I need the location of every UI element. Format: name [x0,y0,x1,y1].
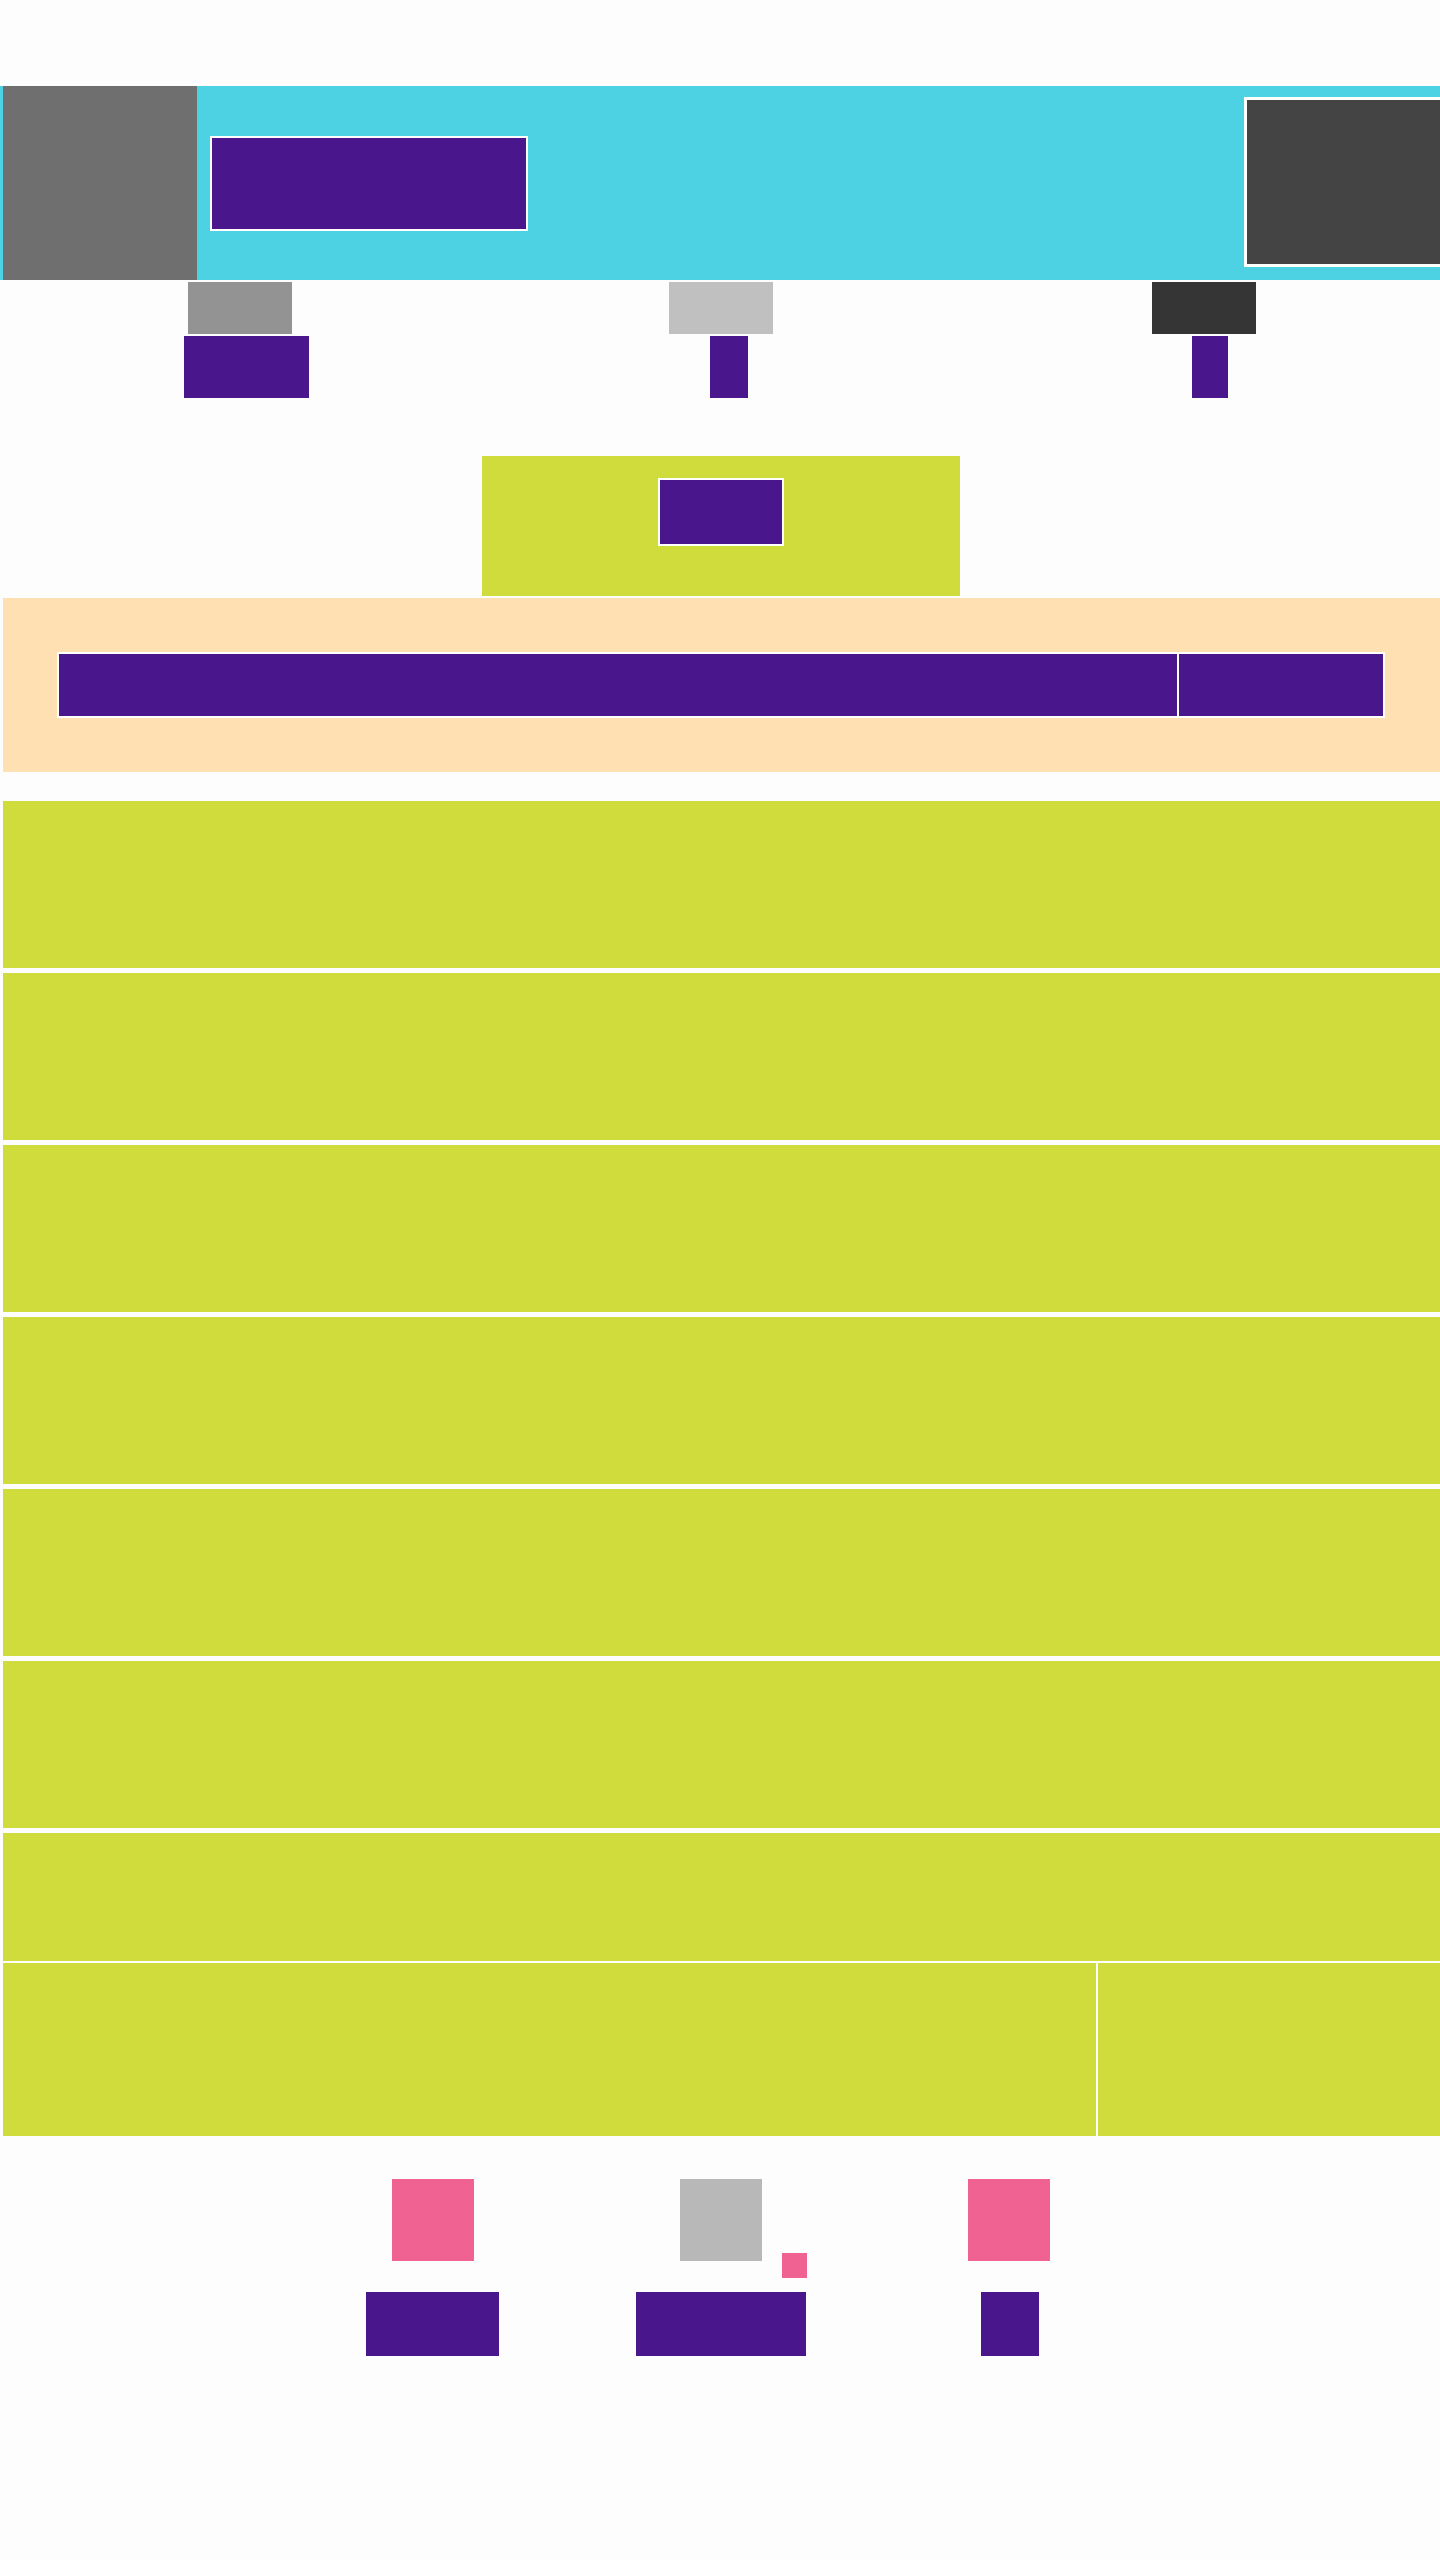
bottom-nav-label-3 [981,2292,1039,2356]
header-title [210,136,528,231]
tab-icon-3 [968,2179,1050,2261]
feature-button[interactable] [658,478,784,546]
banner-action-button[interactable] [1177,652,1385,718]
nav-label-1 [184,336,309,398]
split-card-left[interactable] [3,1963,1096,2136]
bottom-nav-label-1 [366,2292,499,2356]
split-card-right[interactable] [1098,1963,1440,2136]
list-item[interactable] [3,1317,1440,1484]
bottom-nav-item-1[interactable] [360,2175,510,2360]
list-item[interactable] [3,1489,1440,1656]
nav-icon-3 [1152,282,1256,334]
notification-badge [782,2253,807,2278]
list-item[interactable] [3,1145,1440,1312]
list-item[interactable] [3,1661,1440,1828]
nav-item-3[interactable] [1140,280,1280,400]
nav-icon-2 [669,282,773,334]
bottom-nav-item-2[interactable] [630,2175,820,2360]
list-item[interactable] [3,801,1440,968]
banner-message [57,652,1179,718]
nav-label-3 [1192,336,1228,398]
menu-icon[interactable] [3,86,197,280]
nav-label-2 [710,336,748,398]
list-item[interactable] [3,1833,1440,1961]
bottom-nav-item-3[interactable] [940,2175,1090,2360]
profile-icon[interactable] [1244,97,1440,267]
nav-item-2[interactable] [660,280,800,400]
tab-icon-2 [680,2179,762,2261]
tab-icon-1 [392,2179,474,2261]
nav-icon-1 [188,282,292,334]
list-item[interactable] [3,973,1440,1140]
bottom-nav-label-2 [636,2292,806,2356]
nav-item-1[interactable] [180,280,320,400]
